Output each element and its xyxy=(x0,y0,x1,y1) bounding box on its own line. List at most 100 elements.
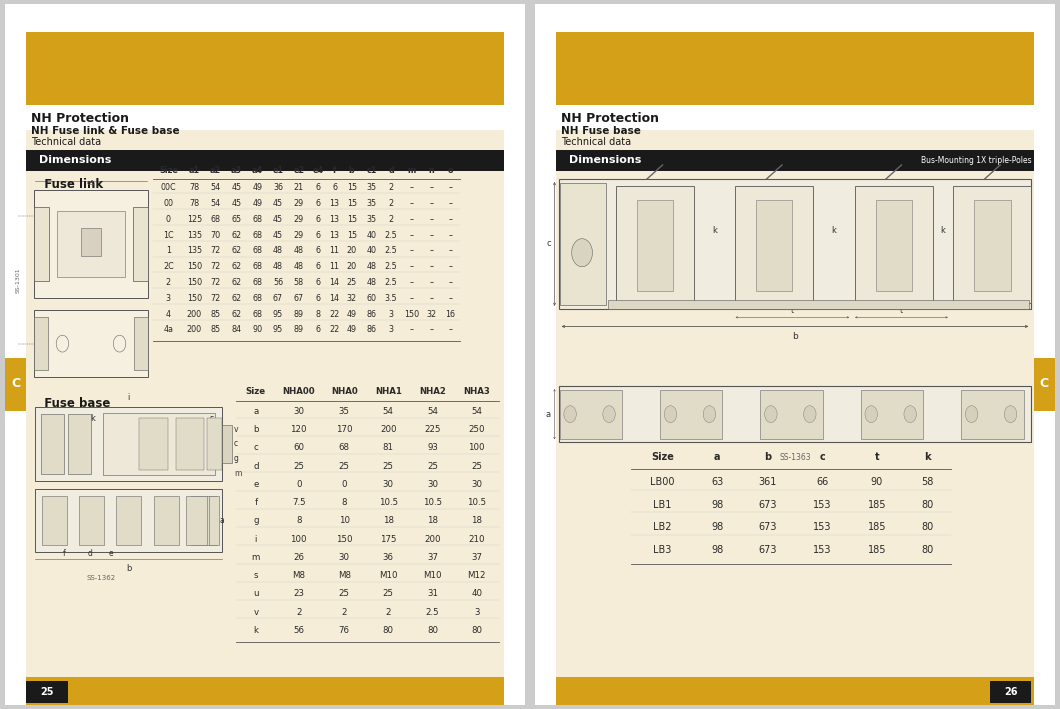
Text: 95: 95 xyxy=(272,310,283,318)
Text: 29: 29 xyxy=(294,215,304,224)
Text: i: i xyxy=(254,535,258,544)
Text: a4: a4 xyxy=(251,166,263,175)
Text: 25: 25 xyxy=(383,462,394,471)
Bar xyxy=(210,496,218,545)
Bar xyxy=(26,32,503,106)
Text: 49: 49 xyxy=(252,183,262,192)
Bar xyxy=(760,389,823,439)
Text: Dimensions: Dimensions xyxy=(569,155,641,165)
Text: 35: 35 xyxy=(367,199,376,208)
Bar xyxy=(5,358,26,411)
Text: f: f xyxy=(333,166,336,175)
Text: 56: 56 xyxy=(272,278,283,287)
Text: 48: 48 xyxy=(294,262,304,272)
Text: –: – xyxy=(448,294,453,303)
Text: 54: 54 xyxy=(471,407,482,416)
Text: a: a xyxy=(219,516,225,525)
Text: 30: 30 xyxy=(339,553,350,562)
Text: 150: 150 xyxy=(187,262,201,272)
Text: C: C xyxy=(11,377,20,391)
Text: 2: 2 xyxy=(386,608,391,617)
Text: NH Protection: NH Protection xyxy=(32,112,129,125)
Text: 67: 67 xyxy=(294,294,304,303)
Text: 6: 6 xyxy=(316,215,320,224)
Text: 3: 3 xyxy=(389,310,393,318)
Text: 150: 150 xyxy=(404,310,419,318)
Text: e1: e1 xyxy=(87,180,95,186)
Text: a: a xyxy=(253,407,259,416)
Circle shape xyxy=(764,406,777,423)
Text: n: n xyxy=(429,166,435,175)
Text: d: d xyxy=(88,549,92,558)
Text: s: s xyxy=(253,571,259,580)
Bar xyxy=(559,179,1031,309)
Text: 30: 30 xyxy=(383,480,394,489)
Text: 18: 18 xyxy=(383,516,394,525)
Text: –: – xyxy=(429,278,434,287)
Text: 30: 30 xyxy=(471,480,482,489)
Text: 120: 120 xyxy=(290,425,307,434)
Text: 80: 80 xyxy=(471,626,482,635)
Text: b: b xyxy=(126,564,131,573)
Text: –: – xyxy=(429,215,434,224)
Bar xyxy=(616,186,693,303)
Text: –: – xyxy=(409,325,413,335)
Text: k: k xyxy=(940,226,946,235)
Text: 62: 62 xyxy=(231,294,242,303)
Text: 29: 29 xyxy=(294,199,304,208)
Text: M10: M10 xyxy=(379,571,398,580)
Text: 54: 54 xyxy=(211,199,220,208)
Bar xyxy=(34,189,148,298)
Text: e1: e1 xyxy=(272,166,283,175)
Text: 200: 200 xyxy=(187,310,201,318)
Bar xyxy=(974,200,1010,291)
Text: k: k xyxy=(90,414,95,423)
Text: 89: 89 xyxy=(294,325,304,335)
Text: 673: 673 xyxy=(759,545,777,554)
Text: 35: 35 xyxy=(339,407,350,416)
Text: 25: 25 xyxy=(383,589,394,598)
Text: 00C: 00C xyxy=(160,183,176,192)
Text: 40: 40 xyxy=(471,589,482,598)
Text: b: b xyxy=(764,452,772,462)
Text: –: – xyxy=(409,230,413,240)
Text: –: – xyxy=(409,294,413,303)
Text: a3: a3 xyxy=(231,166,242,175)
Text: 48: 48 xyxy=(273,262,283,272)
Text: 18: 18 xyxy=(471,516,482,525)
Text: 54: 54 xyxy=(427,407,438,416)
Text: LB1: LB1 xyxy=(653,500,672,510)
Text: 2C: 2C xyxy=(163,262,174,272)
Bar xyxy=(660,389,723,439)
Text: g: g xyxy=(234,454,238,463)
Text: f: f xyxy=(63,549,66,558)
Text: g: g xyxy=(253,516,259,525)
Text: 68: 68 xyxy=(211,215,220,224)
Text: e4: e4 xyxy=(313,166,323,175)
Bar xyxy=(223,425,232,463)
Text: –: – xyxy=(429,262,434,272)
Text: t: t xyxy=(900,306,903,316)
Text: 150: 150 xyxy=(336,535,353,544)
Text: 13: 13 xyxy=(330,199,339,208)
Text: e: e xyxy=(253,480,259,489)
Bar xyxy=(139,418,167,470)
Text: 11: 11 xyxy=(330,247,339,255)
Text: k: k xyxy=(253,626,259,635)
Text: 3: 3 xyxy=(389,325,393,335)
Text: 85: 85 xyxy=(211,310,220,318)
Text: 62: 62 xyxy=(231,247,242,255)
Text: m: m xyxy=(251,553,260,562)
Bar xyxy=(41,496,67,545)
Bar xyxy=(68,414,91,474)
Text: 62: 62 xyxy=(231,230,242,240)
Text: 10.5: 10.5 xyxy=(423,498,442,507)
Text: 45: 45 xyxy=(272,199,283,208)
Text: 8: 8 xyxy=(316,310,320,318)
Text: –: – xyxy=(429,199,434,208)
Text: 6: 6 xyxy=(316,247,320,255)
Text: 3: 3 xyxy=(474,608,479,617)
Bar xyxy=(608,301,1028,309)
Text: f: f xyxy=(254,498,258,507)
Text: e: e xyxy=(108,549,113,558)
